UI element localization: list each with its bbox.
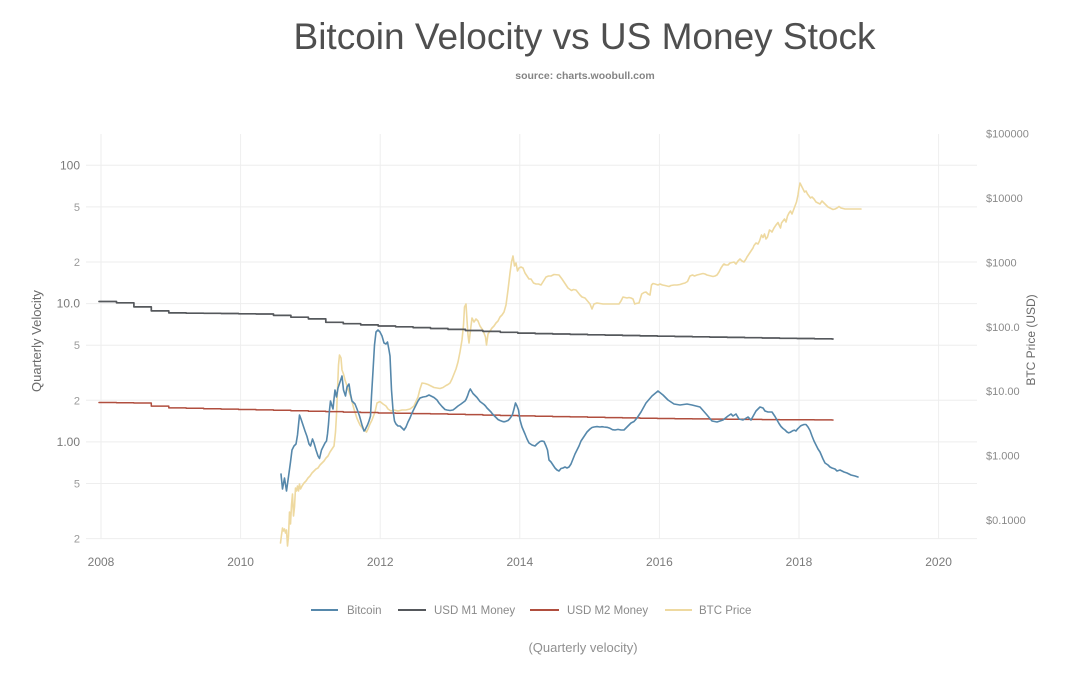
svg-text:$10.00: $10.00 bbox=[986, 386, 1020, 398]
svg-text:USD M2 Money: USD M2 Money bbox=[567, 605, 648, 617]
svg-text:source: charts.woobull.com: source: charts.woobull.com bbox=[515, 70, 654, 82]
svg-text:2: 2 bbox=[74, 395, 80, 407]
svg-text:Bitcoin Velocity vs US Money S: Bitcoin Velocity vs US Money Stock bbox=[294, 16, 876, 57]
svg-text:5: 5 bbox=[74, 202, 80, 214]
svg-text:$100000: $100000 bbox=[986, 129, 1029, 141]
svg-text:$100.0: $100.0 bbox=[986, 322, 1020, 334]
svg-text:2020: 2020 bbox=[925, 555, 952, 569]
svg-text:BTC Price (USD): BTC Price (USD) bbox=[1024, 294, 1038, 385]
svg-text:$1000: $1000 bbox=[986, 257, 1017, 269]
svg-text:2008: 2008 bbox=[88, 555, 115, 569]
svg-text:2012: 2012 bbox=[367, 555, 394, 569]
svg-text:2: 2 bbox=[74, 534, 80, 546]
svg-text:5: 5 bbox=[74, 479, 80, 491]
svg-text:5: 5 bbox=[74, 340, 80, 352]
svg-text:USD M1 Money: USD M1 Money bbox=[434, 605, 515, 617]
svg-text:(Quarterly velocity): (Quarterly velocity) bbox=[528, 640, 637, 655]
svg-text:10.0: 10.0 bbox=[57, 297, 81, 311]
svg-text:1.00: 1.00 bbox=[57, 435, 81, 449]
svg-text:Quarterly Velocity: Quarterly Velocity bbox=[29, 290, 44, 392]
svg-text:2016: 2016 bbox=[646, 555, 673, 569]
svg-text:2: 2 bbox=[74, 257, 80, 269]
svg-text:Bitcoin: Bitcoin bbox=[347, 605, 382, 617]
svg-text:$1.000: $1.000 bbox=[986, 451, 1020, 463]
svg-text:BTC Price: BTC Price bbox=[699, 605, 751, 617]
svg-text:$0.1000: $0.1000 bbox=[986, 515, 1026, 527]
svg-text:2014: 2014 bbox=[506, 555, 533, 569]
svg-text:2010: 2010 bbox=[227, 555, 254, 569]
svg-text:$10000: $10000 bbox=[986, 193, 1023, 205]
svg-text:2018: 2018 bbox=[786, 555, 813, 569]
svg-text:100: 100 bbox=[60, 158, 80, 172]
